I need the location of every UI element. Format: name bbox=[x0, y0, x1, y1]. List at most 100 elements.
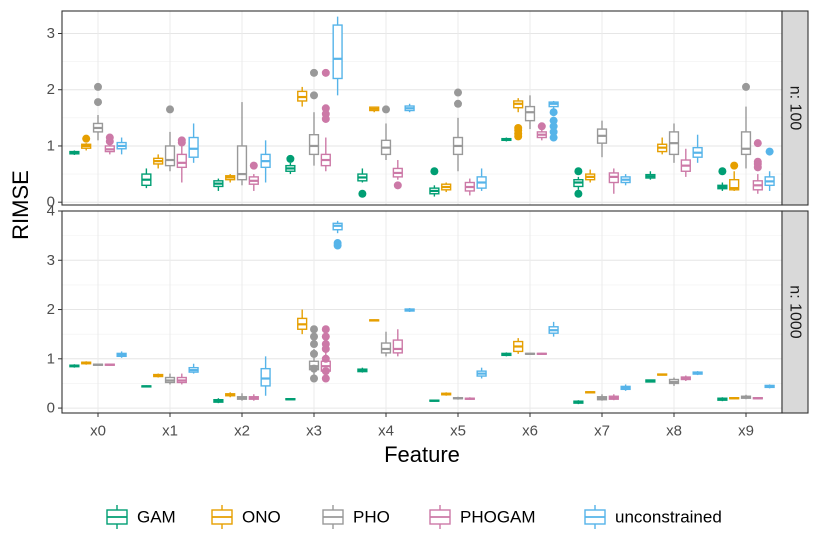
outlier-point bbox=[753, 157, 762, 166]
box-x3-GAM bbox=[285, 154, 296, 175]
x-tick-label: x8 bbox=[666, 423, 682, 440]
box-x2-ONO bbox=[225, 392, 236, 398]
facet-strip-label: n: 1000 bbox=[787, 285, 804, 338]
outlier-point bbox=[310, 68, 318, 77]
box-x5-ONO bbox=[441, 182, 452, 193]
legend-label: PHO bbox=[353, 508, 390, 527]
outlier-point bbox=[105, 133, 114, 142]
outlier-point bbox=[321, 374, 330, 383]
y-tick-label: 1 bbox=[47, 350, 55, 367]
outlier-point bbox=[514, 123, 523, 132]
box-x2-ONO bbox=[225, 174, 236, 183]
box-x3-GAM bbox=[285, 398, 296, 401]
outlier-point bbox=[94, 82, 102, 91]
y-tick-label: 2 bbox=[47, 301, 55, 318]
outlier-point bbox=[321, 325, 330, 334]
box-x6-unconstrained bbox=[548, 321, 559, 337]
box-x1-PHOGAM bbox=[176, 373, 187, 385]
box-x1-PHO bbox=[164, 105, 176, 172]
box-x9-GAM bbox=[717, 397, 728, 402]
outlier-point bbox=[730, 161, 739, 170]
box-x4-PHOGAM bbox=[392, 160, 403, 190]
outlier-point bbox=[321, 332, 330, 341]
box-x8-PHO bbox=[668, 123, 680, 163]
box-x3-unconstrained bbox=[332, 220, 343, 250]
box-x0-GAM bbox=[69, 150, 80, 155]
box-x0-PHO bbox=[92, 363, 104, 366]
box-iqr bbox=[392, 339, 403, 354]
box-iqr bbox=[332, 24, 343, 80]
outlier-point bbox=[310, 91, 318, 100]
x-tick-label: x5 bbox=[450, 423, 466, 440]
box-x7-GAM bbox=[573, 400, 584, 405]
box-x0-PHOGAM bbox=[104, 133, 115, 155]
box-x6-GAM bbox=[501, 352, 512, 357]
box-iqr bbox=[236, 145, 248, 181]
box-x7-unconstrained bbox=[620, 174, 631, 186]
x-tick-label: x4 bbox=[378, 423, 394, 440]
box-x7-PHO bbox=[596, 120, 608, 158]
box-x6-PHO bbox=[524, 352, 536, 355]
outlier-point bbox=[94, 98, 102, 107]
box-x8-PHOGAM bbox=[680, 148, 691, 177]
outlier-point bbox=[549, 127, 558, 136]
outlier-point bbox=[454, 88, 462, 97]
box-x4-unconstrained bbox=[404, 308, 415, 312]
box-x4-ONO bbox=[369, 319, 380, 322]
box-x2-GAM bbox=[213, 178, 224, 191]
box-x4-unconstrained bbox=[404, 103, 415, 113]
box-x6-PHOGAM bbox=[536, 122, 547, 141]
legend-label: ONO bbox=[242, 508, 281, 527]
box-x0-GAM bbox=[69, 364, 80, 368]
box-x3-PHO bbox=[308, 68, 320, 166]
outlier-point bbox=[549, 108, 558, 117]
y-tick-label: 4 bbox=[47, 203, 55, 220]
box-x5-PHO bbox=[452, 88, 464, 172]
box-x2-PHOGAM bbox=[248, 394, 259, 401]
box-x1-ONO bbox=[153, 154, 164, 169]
outlier-point bbox=[765, 147, 774, 156]
legend-entry-unconstrained: unconstrained bbox=[584, 505, 722, 529]
outlier-point bbox=[321, 340, 330, 349]
outlier-point bbox=[574, 189, 583, 198]
box-x4-GAM bbox=[357, 367, 368, 373]
box-x4-PHOGAM bbox=[392, 329, 403, 357]
box-x5-GAM bbox=[429, 167, 440, 197]
box-x9-GAM bbox=[717, 167, 728, 191]
box-x0-PHOGAM bbox=[104, 363, 115, 366]
box-x3-PHO bbox=[308, 325, 320, 383]
box-x2-PHO bbox=[236, 393, 248, 401]
outlier-point bbox=[549, 116, 558, 125]
box-x2-GAM bbox=[213, 398, 224, 404]
legend-label: PHOGAM bbox=[460, 508, 536, 527]
outlier-point bbox=[393, 181, 402, 190]
box-iqr bbox=[740, 131, 752, 156]
outlier-point bbox=[430, 167, 439, 176]
box-x9-ONO bbox=[729, 397, 740, 400]
x-axis: x0 x1 x2 x3 x4 x5 x6 x7 x8 x9 bbox=[90, 413, 754, 440]
legend: GAM ONO PHO PHOGAM unconstrained bbox=[106, 505, 722, 529]
box-x0-unconstrained bbox=[116, 351, 127, 358]
box-iqr bbox=[176, 153, 187, 169]
outlier-point bbox=[286, 154, 295, 163]
y-axis-title: RIMSE bbox=[8, 170, 33, 240]
box-x6-ONO bbox=[513, 338, 524, 354]
outlier-point bbox=[537, 122, 546, 131]
box-iqr bbox=[260, 367, 271, 387]
box-iqr bbox=[729, 178, 740, 191]
y-tick-label: 3 bbox=[47, 25, 55, 42]
box-iqr bbox=[308, 134, 320, 156]
box-x5-GAM bbox=[429, 399, 440, 402]
box-x0-unconstrained bbox=[116, 137, 127, 155]
legend-label: unconstrained bbox=[615, 508, 722, 527]
box-x9-PHOGAM bbox=[752, 397, 763, 400]
outlier-point bbox=[321, 109, 330, 118]
x-tick-label: x3 bbox=[306, 423, 322, 440]
legend-entry-PHO: PHO bbox=[322, 505, 390, 529]
outlier-point bbox=[321, 68, 330, 77]
box-x8-PHOGAM bbox=[680, 375, 691, 381]
box-x1-GAM bbox=[141, 168, 152, 189]
panel-1: n: 1000 0 1 2 3 4 bbox=[47, 203, 809, 417]
